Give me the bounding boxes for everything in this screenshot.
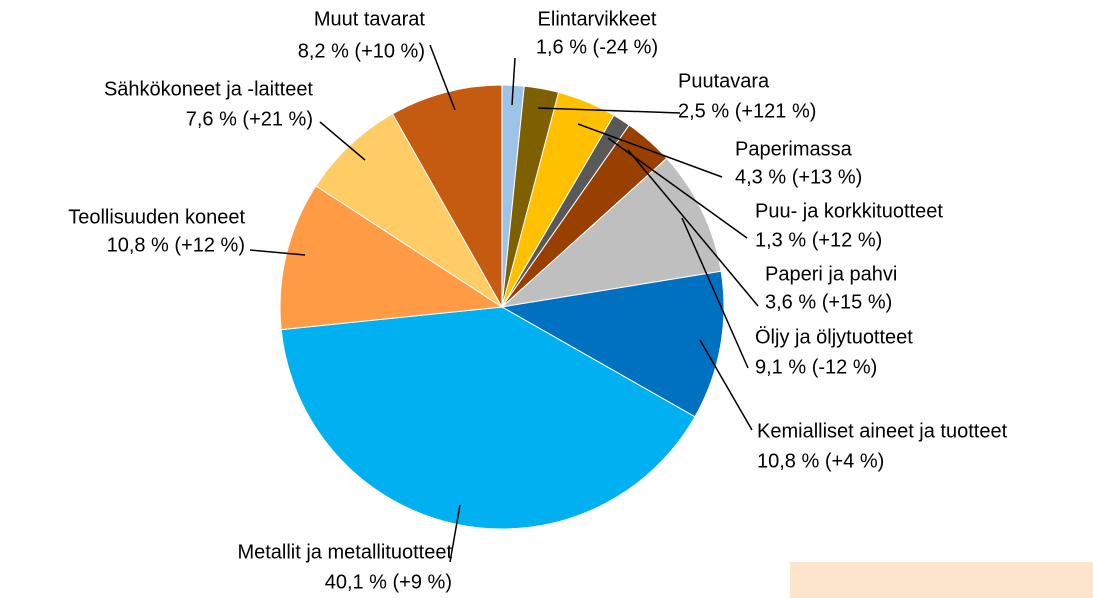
leader-line [627,149,759,307]
slice-label: Puutavara [678,70,770,92]
value-label: 10,8 % (+4 %) [757,450,884,472]
pie-slice [391,84,503,309]
leader-line [537,107,681,114]
slice-label: Öljy ja öljytuotteet [755,326,913,348]
slice-label: Sähkökoneet ja -laitteet [104,78,313,100]
slice-label: Elintarvikkeet [538,8,657,30]
pie-slice [279,185,504,331]
value-label: 3,6 % (+15 %) [765,291,892,313]
slice-label: Kemialliset aineet ja tuotteet [757,420,1008,442]
pie-slice [315,113,503,308]
slice-label: Paperimassa [735,138,853,160]
slice-label: Teollisuuden koneet [68,206,245,228]
value-label: 1,3 % (+12 %) [755,229,882,251]
slice-label: Puu- ja korkkituotteet [755,200,943,222]
leader-line [449,504,461,563]
pie [279,84,725,530]
value-label: 9,1 % (-12 %) [755,356,877,378]
value-label: 8,2 % (+10 %) [298,40,425,62]
value-label: 10,8 % (+12 %) [107,234,245,256]
value-label: 7,6 % (+21 %) [186,108,313,130]
leader-line [319,121,366,161]
pie-slice [500,270,725,418]
leader-line [511,57,516,106]
slice-label: Metallit ja metallituotteet [237,541,452,563]
labels: Elintarvikkeet 1,6 % (-24 %) Puutavara 2,5 … [68,8,1007,593]
decor-box [790,562,1093,598]
leader-line [429,44,456,111]
leader-line [577,123,723,178]
value-label: 40,1 % (+9 %) [325,571,452,593]
slice-label: Muut tavarat [314,8,426,30]
slice-label: Paperi ja pahvi [765,263,897,285]
leader-line [699,339,753,431]
leader-line [681,217,749,369]
value-label: 2,5 % (+121 %) [678,100,816,122]
leader-line [249,249,306,256]
value-label: 1,6 % (-24 %) [536,36,658,58]
value-label: 4,3 % (+13 %) [735,166,862,188]
